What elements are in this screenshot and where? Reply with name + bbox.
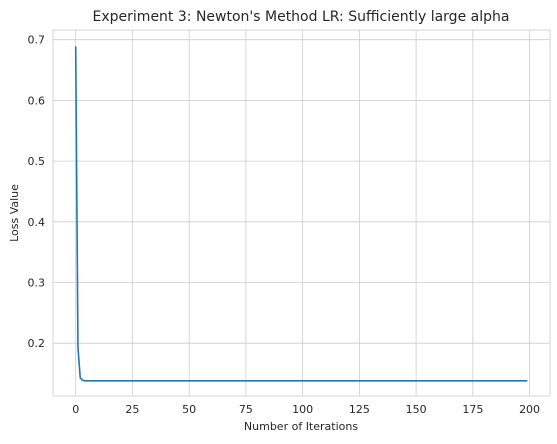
x-tick-label: 200 bbox=[519, 403, 540, 416]
y-tick-label: 0.2 bbox=[28, 337, 46, 350]
y-gridlines bbox=[53, 39, 550, 344]
x-tick-label: 100 bbox=[292, 403, 313, 416]
x-tick-labels: 0 25 50 75 100 125 150 175 200 bbox=[72, 403, 540, 416]
series-layer bbox=[74, 46, 528, 382]
y-tick-label: 0.6 bbox=[28, 94, 46, 107]
x-tick-label: 175 bbox=[462, 403, 483, 416]
x-tick-label: 125 bbox=[349, 403, 370, 416]
y-tick-label: 0.3 bbox=[28, 276, 46, 289]
x-tick-label: 0 bbox=[72, 403, 79, 416]
loss-series-line bbox=[74, 46, 528, 382]
x-axis-label: Number of Iterations bbox=[244, 420, 358, 433]
x-gridlines bbox=[75, 30, 530, 396]
y-axis-label: Loss Value bbox=[8, 184, 21, 242]
plot-frame bbox=[52, 29, 551, 397]
plot-background bbox=[53, 30, 550, 396]
x-tick-label: 50 bbox=[182, 403, 196, 416]
y-tick-label: 0.7 bbox=[28, 34, 46, 47]
x-tick-label: 150 bbox=[406, 403, 427, 416]
y-tick-label: 0.5 bbox=[28, 155, 46, 168]
x-tick-label: 75 bbox=[239, 403, 253, 416]
y-tick-labels: 0.2 0.3 0.4 0.5 0.6 0.7 bbox=[28, 34, 46, 350]
x-tick-label: 25 bbox=[125, 403, 139, 416]
y-tick-label: 0.4 bbox=[28, 216, 46, 229]
chart-title: Experiment 3: Newton's Method LR: Suffic… bbox=[93, 9, 510, 25]
